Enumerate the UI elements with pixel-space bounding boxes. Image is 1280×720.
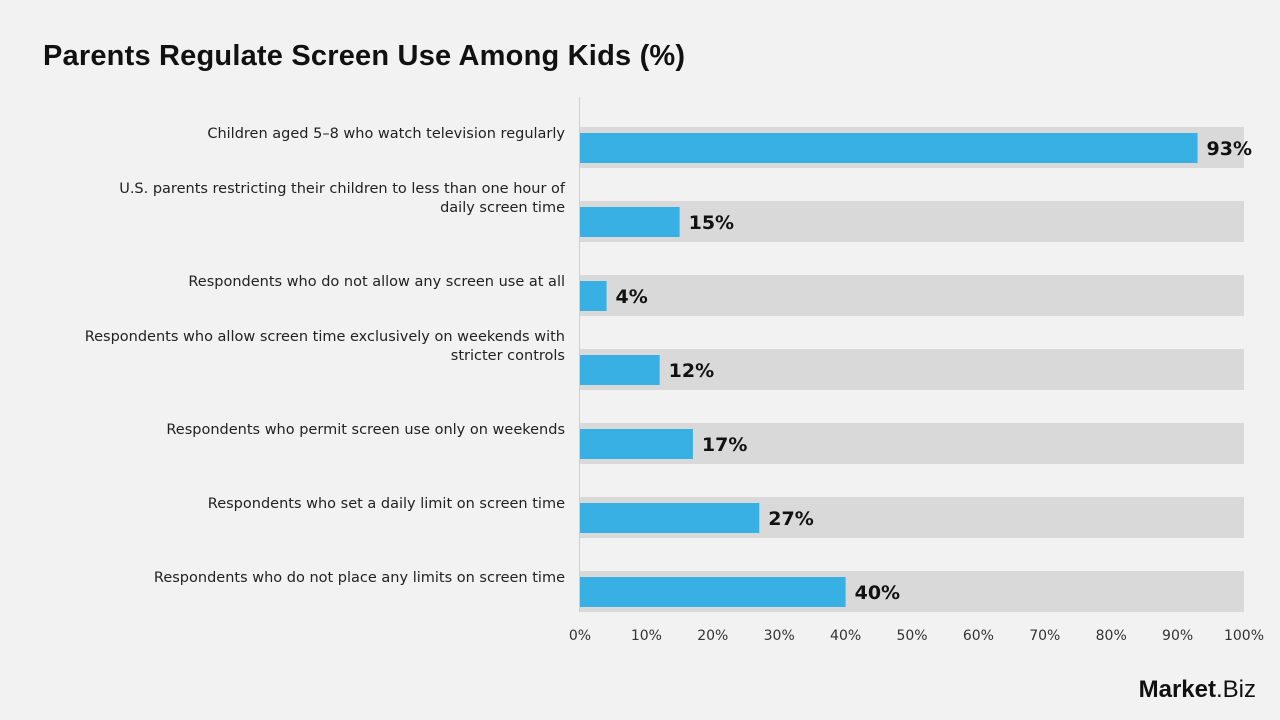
category-label: Respondents who set a daily limit on scr… <box>208 496 565 512</box>
bar <box>580 503 760 533</box>
data-label: 4% <box>616 286 648 308</box>
x-tick-label: 70% <box>1029 628 1060 644</box>
bar <box>580 577 846 607</box>
x-tick-label: 80% <box>1096 628 1127 644</box>
bar <box>580 429 693 459</box>
data-label: 93% <box>1207 138 1252 160</box>
x-tick-label: 60% <box>963 628 994 644</box>
bar-track <box>580 201 1244 242</box>
x-tick-label: 100% <box>1224 628 1264 644</box>
category-label: Children aged 5–8 who watch television r… <box>207 126 565 142</box>
data-label: 15% <box>689 212 734 234</box>
x-tick-label: 20% <box>697 628 728 644</box>
chart-title: Parents Regulate Screen Use Among Kids (… <box>43 40 686 72</box>
category-label: Respondents who do not place any limits … <box>154 570 565 586</box>
x-tick-label: 90% <box>1162 628 1193 644</box>
category-label: Respondents who allow screen time exclus… <box>85 329 565 364</box>
data-label: 12% <box>669 360 714 382</box>
x-tick-label: 30% <box>764 628 795 644</box>
x-tick-label: 50% <box>896 628 927 644</box>
x-tick-label: 40% <box>830 628 861 644</box>
logo: Market.Biz <box>1138 676 1256 703</box>
bar <box>580 281 607 311</box>
data-label: 40% <box>855 582 900 604</box>
category-label: Respondents who permit screen use only o… <box>166 422 565 438</box>
x-tick-label: 10% <box>631 628 662 644</box>
category-label: Respondents who do not allow any screen … <box>188 274 565 290</box>
bar <box>580 207 680 237</box>
data-label: 17% <box>702 434 747 456</box>
bar <box>580 355 660 385</box>
category-label: U.S. parents restricting their children … <box>119 181 566 216</box>
x-tick-label: 0% <box>569 628 591 644</box>
bar <box>580 133 1198 163</box>
bar-track <box>580 275 1244 316</box>
bar-track <box>580 349 1244 390</box>
data-label: 27% <box>768 508 813 530</box>
